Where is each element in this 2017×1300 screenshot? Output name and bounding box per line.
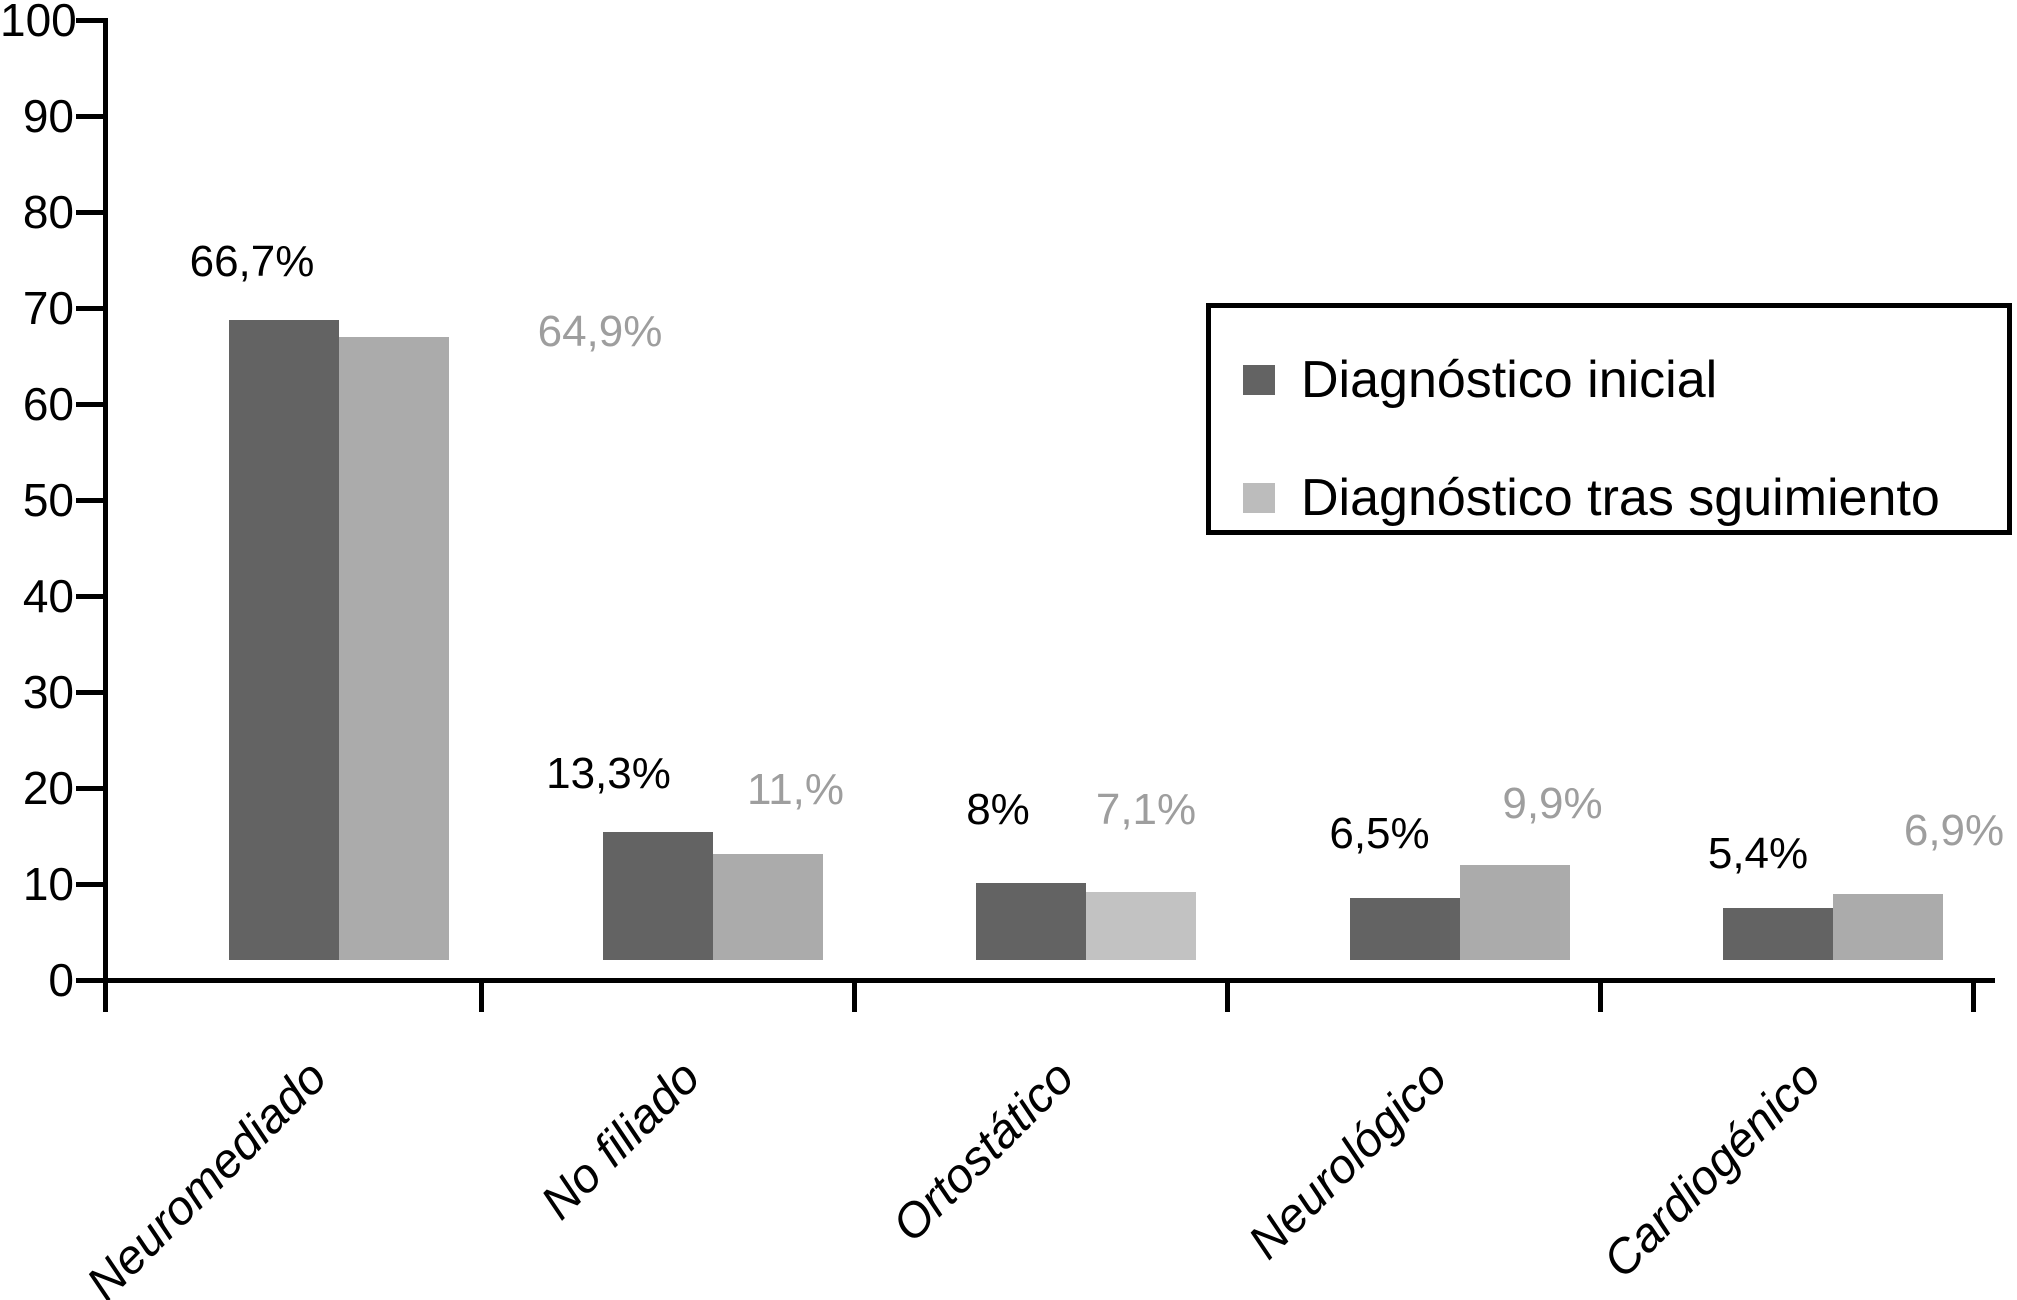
x-tick <box>1971 980 1976 1012</box>
y-tick <box>76 18 103 23</box>
y-tick-label: 20 <box>22 762 74 814</box>
category-label-no-filiado: No filiado <box>531 1050 711 1230</box>
bar-cardiogenico-inicial <box>1723 908 1833 960</box>
y-tick-label: 90 <box>22 90 74 142</box>
bar-neurologico-inicial <box>1349 897 1460 960</box>
y-tick-label: 80 <box>22 186 74 238</box>
value-label-no-filiado-seguimiento: 11,% <box>746 765 845 815</box>
y-tick-label: 30 <box>22 666 74 718</box>
x-tick <box>479 980 484 1012</box>
y-tick <box>76 786 103 791</box>
value-label-ortostatico-inicial: 8% <box>966 785 1030 835</box>
y-tick-label: 0 <box>48 954 74 1006</box>
y-tick-label: 60 <box>22 378 74 430</box>
legend-label-inicial: Diagnóstico inicial <box>1301 351 1718 409</box>
bar-ortostatico-inicial <box>976 883 1086 960</box>
y-tick <box>76 690 103 695</box>
category-label-neurologico: Neurológico <box>1239 1050 1458 1270</box>
value-label-neuromediado-seguimiento: 64,9% <box>537 306 663 356</box>
legend-swatch-dark-icon <box>1243 365 1275 395</box>
category-label-neuromediado: Neuromediado <box>77 1050 338 1300</box>
x-tick <box>852 980 857 1012</box>
y-tick <box>76 594 103 599</box>
y-tick <box>76 306 103 311</box>
value-label-cardiogenico-seguimiento: 6,9% <box>1903 805 2005 855</box>
legend: Diagnóstico inicial Diagnóstico tras sgu… <box>1206 303 2012 535</box>
y-tick <box>76 498 103 503</box>
value-label-cardiogenico-inicial: 5,4% <box>1707 829 1809 879</box>
x-tick <box>1598 980 1603 1012</box>
value-label-neuromediado-inicial: 66,7% <box>189 236 315 286</box>
x-axis <box>85 978 1995 983</box>
legend-item-diagnostico-seguimiento: Diagnóstico tras sguimiento <box>1243 468 1940 528</box>
legend-item-diagnostico-inicial: Diagnóstico inicial <box>1243 350 1717 410</box>
y-tick-label: 70 <box>22 282 74 334</box>
bar-neuromediado-inicial <box>229 319 339 960</box>
bar-no-filiado-seguimiento <box>712 854 823 960</box>
bar-ortostatico-seguimiento <box>1086 891 1196 960</box>
value-label-neurologico-inicial: 6,5% <box>1329 808 1430 858</box>
y-tick <box>76 114 103 119</box>
category-label-cardiogenico: Cardiogénico <box>1593 1050 1832 1289</box>
y-axis <box>103 18 108 1012</box>
x-tick <box>1225 980 1230 1012</box>
value-label-no-filiado-inicial: 13,3% <box>546 749 671 799</box>
y-tick-label: 50 <box>22 474 74 526</box>
y-tick-label: 10 <box>22 858 74 910</box>
y-tick <box>76 210 103 215</box>
y-tick-label: 100 <box>0 0 77 46</box>
bar-neuromediado-seguimiento <box>339 336 449 960</box>
value-label-ortostatico-seguimiento: 7,1% <box>1095 784 1197 834</box>
y-tick <box>76 978 103 983</box>
value-label-neurologico-seguimiento: 9,9% <box>1502 778 1603 828</box>
bar-no-filiado-inicial <box>602 832 713 960</box>
legend-label-seguimiento: Diagnóstico tras sguimiento <box>1301 469 1940 527</box>
bar-cardiogenico-seguimiento <box>1833 893 1943 960</box>
category-label-ortostatico: Ortostático <box>882 1050 1085 1253</box>
y-tick-label: 40 <box>22 570 74 622</box>
legend-swatch-light-icon <box>1243 483 1275 513</box>
y-tick <box>76 402 103 407</box>
bar-neurologico-seguimiento <box>1459 864 1570 960</box>
y-tick <box>76 882 103 887</box>
